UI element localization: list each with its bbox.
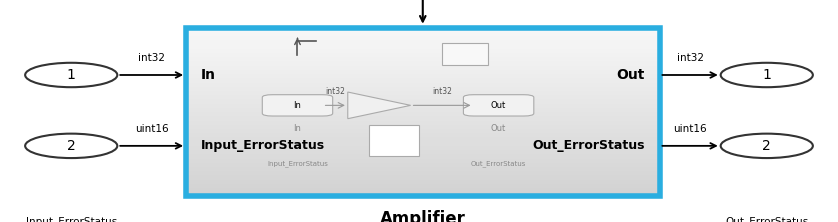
Bar xyxy=(442,43,488,65)
Text: Amplifier: Amplifier xyxy=(380,210,466,222)
Text: Out_ErrorStatus: Out_ErrorStatus xyxy=(725,216,809,222)
Text: int32: int32 xyxy=(138,53,165,63)
Bar xyxy=(186,87,660,91)
Bar xyxy=(186,159,660,163)
Text: int32: int32 xyxy=(676,53,704,63)
Bar xyxy=(369,125,419,156)
Bar xyxy=(186,40,660,45)
Bar xyxy=(186,192,660,196)
Bar xyxy=(186,125,660,129)
Bar xyxy=(186,99,660,104)
Bar xyxy=(186,163,660,167)
Text: In: In xyxy=(293,101,302,110)
Text: int32: int32 xyxy=(432,87,452,97)
Bar xyxy=(186,167,660,171)
Bar xyxy=(186,61,660,66)
Bar xyxy=(186,57,660,61)
Bar xyxy=(186,49,660,53)
Circle shape xyxy=(25,63,117,87)
Bar xyxy=(186,108,660,112)
Bar xyxy=(186,184,660,188)
Text: uint16: uint16 xyxy=(673,124,707,134)
Bar xyxy=(186,146,660,150)
Text: uint16: uint16 xyxy=(135,124,168,134)
Bar xyxy=(186,129,660,133)
Text: Out_ErrorStatus: Out_ErrorStatus xyxy=(471,161,526,167)
Text: 2: 2 xyxy=(763,139,771,153)
Bar xyxy=(186,154,660,159)
Bar xyxy=(186,74,660,78)
FancyBboxPatch shape xyxy=(463,95,534,116)
Text: Out: Out xyxy=(491,101,506,110)
Bar xyxy=(186,28,660,32)
Text: Out: Out xyxy=(616,68,644,82)
Text: In: In xyxy=(201,68,216,82)
Bar xyxy=(186,83,660,87)
Bar xyxy=(186,36,660,40)
Bar xyxy=(186,66,660,70)
Bar xyxy=(186,137,660,142)
Bar xyxy=(186,180,660,184)
Bar xyxy=(186,116,660,121)
FancyBboxPatch shape xyxy=(262,95,333,116)
Bar xyxy=(186,133,660,137)
Text: In: In xyxy=(293,124,302,133)
Text: 1: 1 xyxy=(67,68,75,82)
Bar xyxy=(186,150,660,154)
Bar xyxy=(186,112,660,116)
Bar xyxy=(186,121,660,125)
Circle shape xyxy=(721,63,813,87)
Bar xyxy=(186,142,660,146)
Text: Input_ErrorStatus: Input_ErrorStatus xyxy=(201,139,325,152)
Bar xyxy=(186,78,660,83)
Bar xyxy=(186,175,660,180)
Bar xyxy=(186,45,660,49)
Text: Out: Out xyxy=(491,124,506,133)
Bar xyxy=(186,95,660,99)
Text: int32: int32 xyxy=(325,87,345,97)
Bar xyxy=(186,53,660,57)
Text: 2: 2 xyxy=(67,139,75,153)
Text: Out_ErrorStatus: Out_ErrorStatus xyxy=(532,139,644,152)
Bar xyxy=(186,188,660,192)
Circle shape xyxy=(25,134,117,158)
Bar xyxy=(186,70,660,74)
Circle shape xyxy=(721,134,813,158)
Bar xyxy=(186,171,660,175)
Bar xyxy=(186,91,660,95)
Bar xyxy=(186,104,660,108)
Text: Input_ErrorStatus: Input_ErrorStatus xyxy=(267,161,328,167)
Polygon shape xyxy=(348,92,411,119)
Text: 1: 1 xyxy=(763,68,771,82)
Text: Input_ErrorStatus: Input_ErrorStatus xyxy=(26,216,116,222)
Bar xyxy=(186,32,660,36)
